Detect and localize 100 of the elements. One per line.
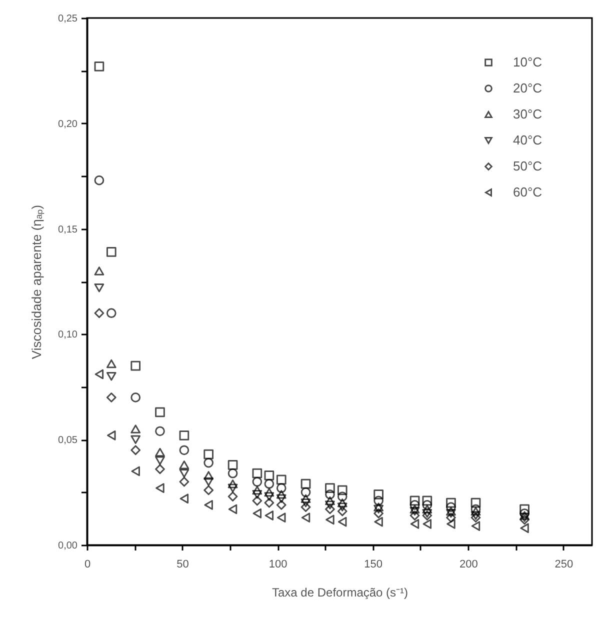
point: [179, 445, 190, 456]
point: [94, 308, 104, 318]
point: [179, 430, 190, 440]
y-tick-label: 0,10: [58, 330, 78, 341]
x-tick-label: 0: [84, 558, 91, 570]
point: [130, 360, 141, 371]
point: [374, 516, 383, 527]
point: [94, 283, 104, 292]
point: [204, 458, 214, 468]
point: [107, 430, 116, 440]
point: [374, 496, 384, 506]
point: [106, 372, 116, 381]
point: [155, 407, 165, 418]
point: [130, 445, 141, 456]
point: [204, 477, 214, 486]
point: [337, 492, 348, 502]
point: [446, 518, 456, 529]
point: [520, 523, 529, 534]
point: [204, 500, 213, 510]
point: [471, 521, 480, 531]
point: [325, 483, 335, 494]
point: [300, 502, 311, 512]
y-tick-label: 0,15: [58, 224, 78, 236]
point: [410, 500, 420, 510]
point: [130, 392, 141, 402]
point: [276, 500, 286, 510]
point: [264, 470, 274, 480]
point: [130, 424, 141, 434]
point: [131, 466, 140, 476]
point: [337, 506, 348, 516]
x-tick-label: 200: [459, 558, 478, 570]
point: [470, 498, 481, 508]
point: [300, 494, 311, 503]
point: [94, 369, 104, 380]
point: [410, 496, 420, 506]
point: [228, 492, 238, 502]
point: [277, 512, 286, 523]
point: [228, 468, 238, 478]
point: [252, 496, 262, 506]
point: [94, 62, 104, 72]
point: [228, 479, 238, 488]
point: [337, 485, 348, 496]
point: [155, 448, 165, 457]
point: [228, 504, 238, 514]
point: [301, 512, 310, 523]
point: [470, 504, 481, 514]
y-tick-label: 0,20: [58, 118, 78, 130]
point: [470, 512, 481, 523]
point: [155, 426, 165, 436]
point: [325, 500, 335, 510]
y-axis-title: Viscosidade aparente (ηₐₚ): [29, 204, 46, 360]
point: [446, 498, 456, 508]
point: [422, 500, 432, 510]
point: [264, 492, 274, 501]
point: [264, 498, 274, 508]
point: [276, 494, 286, 503]
point: [422, 496, 432, 506]
point: [276, 474, 286, 485]
point: [94, 266, 104, 276]
legend-label: 30°C: [513, 106, 542, 122]
point: [422, 510, 432, 520]
point: [252, 468, 262, 478]
point: [276, 483, 286, 494]
point: [446, 512, 456, 523]
x-axis-title: Taxa de Deformação (s⁻¹): [272, 586, 408, 600]
point: [252, 508, 262, 518]
point: [204, 471, 214, 480]
point: [276, 490, 286, 499]
point: [520, 504, 530, 514]
point: [155, 456, 165, 466]
point: [337, 498, 348, 508]
point: [422, 504, 432, 514]
point: [204, 449, 214, 460]
point: [325, 504, 335, 514]
point: [410, 510, 420, 520]
point: [252, 476, 262, 487]
x-tick-label: 250: [554, 558, 574, 570]
x-tick-label: 100: [268, 558, 288, 570]
point: [106, 308, 116, 318]
point: [264, 488, 274, 497]
legend-label: 40°C: [513, 132, 542, 148]
point: [520, 514, 530, 525]
point: [325, 489, 335, 500]
point: [204, 485, 214, 496]
point: [422, 509, 432, 518]
point: [94, 175, 104, 186]
legend-label: 20°C: [513, 80, 542, 96]
x-tick-label: 150: [364, 558, 383, 570]
y-tick-label: 0,00: [58, 540, 78, 552]
point: [130, 435, 141, 444]
y-tick-label: 0,25: [58, 14, 78, 24]
point: [520, 508, 530, 518]
point: [179, 460, 190, 470]
y-tick-label: 0,05: [58, 435, 78, 446]
point: [470, 511, 481, 520]
point: [422, 518, 432, 529]
point: [228, 484, 238, 492]
point: [264, 510, 274, 520]
point: [252, 486, 262, 495]
point: [156, 483, 164, 494]
